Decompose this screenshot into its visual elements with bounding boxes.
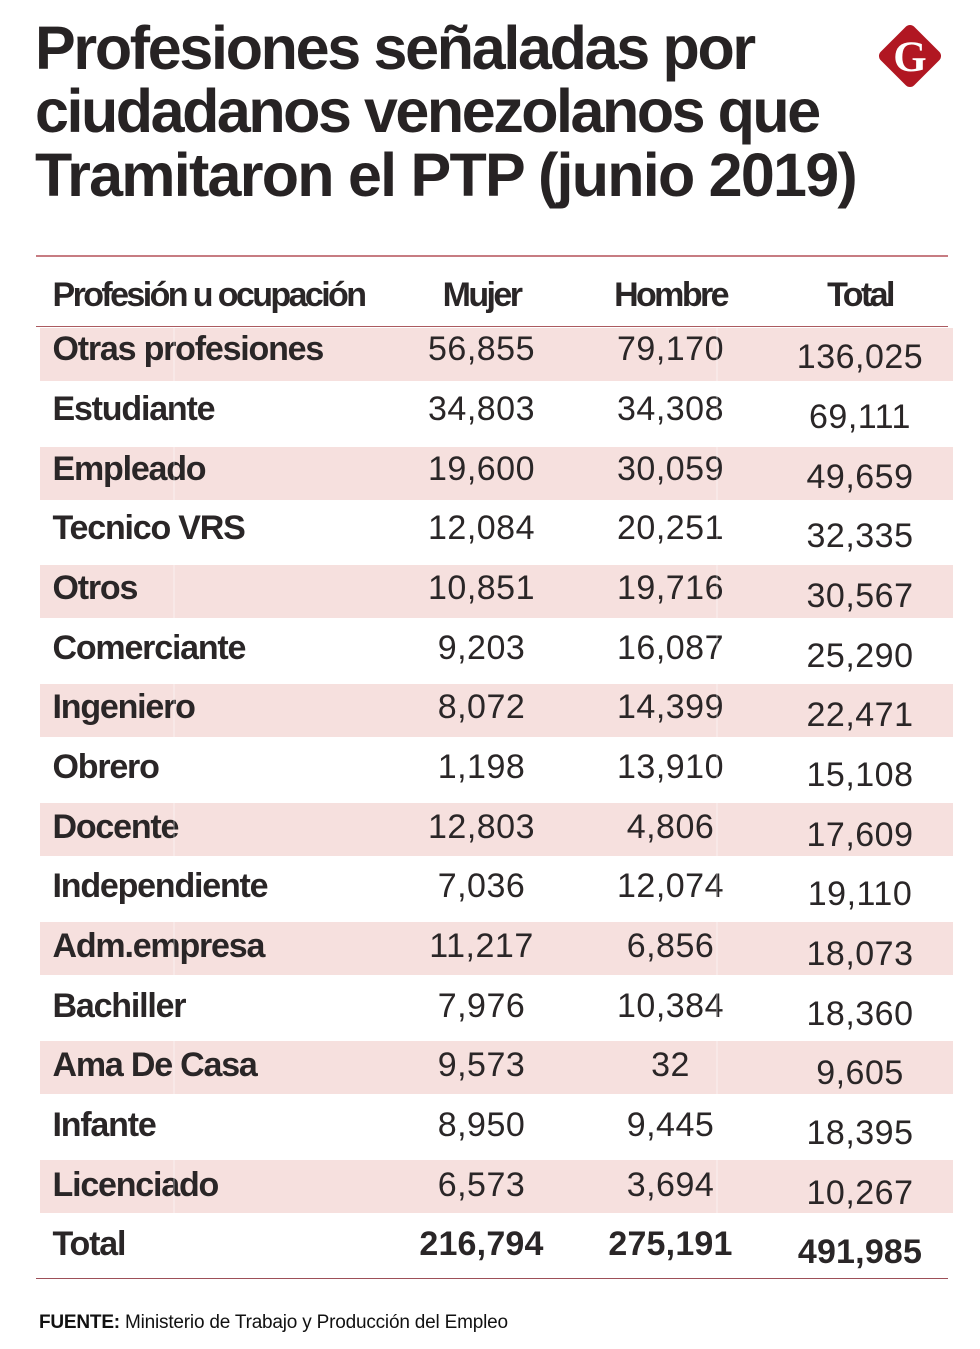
svg-text:G: G xyxy=(893,34,926,81)
